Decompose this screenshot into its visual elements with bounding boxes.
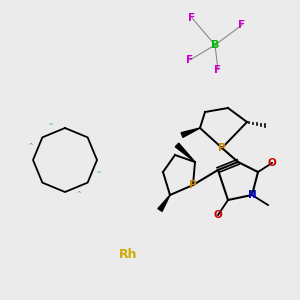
Text: ^: ^ [97,171,101,177]
Text: Rh: Rh [119,248,137,262]
Polygon shape [175,143,195,162]
Text: F: F [186,55,194,65]
Text: B: B [211,40,219,50]
Text: N: N [248,190,256,200]
Text: F: F [214,65,222,75]
Polygon shape [181,128,200,137]
Text: ^: ^ [29,143,33,149]
Text: F: F [238,20,246,30]
Text: P: P [218,143,226,153]
Text: F: F [188,13,196,23]
Text: P: P [189,180,197,190]
Polygon shape [158,195,170,211]
Text: O: O [268,158,276,168]
Text: ^: ^ [77,191,81,197]
Text: ^: ^ [49,123,53,129]
Text: O: O [214,210,222,220]
